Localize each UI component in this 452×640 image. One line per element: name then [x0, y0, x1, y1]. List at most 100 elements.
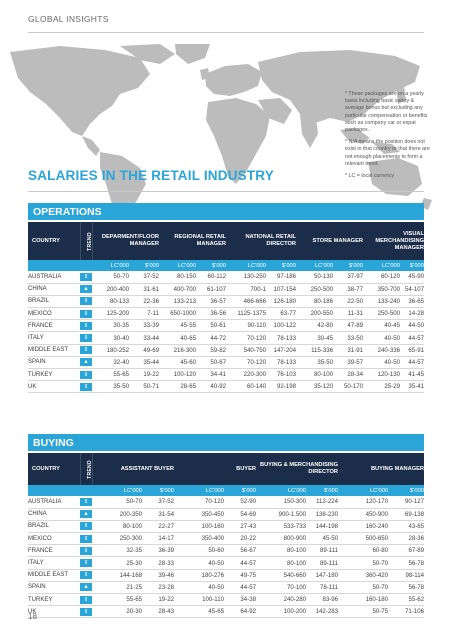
salary-cell: 50-70 — [338, 581, 389, 595]
salary-cell: 34-41 — [196, 368, 227, 382]
salary-cell: 150-300 — [256, 496, 307, 509]
salary-cell: 39-57 — [333, 356, 364, 370]
salary-cell: 63-77 — [266, 307, 297, 321]
salary-cell: 700-1 — [226, 283, 267, 296]
salary-cell: 19-22 — [129, 368, 159, 382]
salary-cell: 650-1000 — [159, 307, 196, 321]
trend-cell: ⇕ — [80, 605, 92, 619]
note-na: * N/A means the position does not exist … — [345, 139, 430, 167]
role-header-national-director: NATIONAL RETAIL DIRECTOR — [226, 222, 297, 260]
salary-cell: 240-336 — [363, 344, 401, 357]
salary-cell: 35-41 — [400, 380, 425, 394]
salary-cell: 80-100 — [256, 544, 307, 558]
table-row: MEXICO ⇕ 125-200 7-11 650-1000 36-56 1125-1375… — [28, 307, 425, 321]
operations-table: COUNTRY TREND DEPARMENT/FLOOR MANAGER RE… — [28, 222, 425, 394]
salary-cell: 250-500 — [363, 307, 401, 321]
table-row: ITALY ⇕ 25-30 28-33 40-50 44-57 80-100 89-111 50… — [28, 556, 425, 570]
salary-cell: 28-36 — [388, 532, 425, 546]
salary-cell: 35-44 — [129, 356, 159, 370]
role-header-store-manager: STORE MANAGER — [296, 222, 364, 260]
trend-cell: ⇕ — [80, 544, 92, 558]
unit-label: LC'000 — [363, 260, 401, 271]
table-row: TURKEY ⇕ 55-65 19-22 100-120 34-41 220-300 76-1… — [28, 368, 425, 382]
salary-cell: 250-500 — [296, 283, 334, 296]
salary-cell: 14-28 — [400, 307, 425, 321]
salary-cell: 89-111 — [306, 544, 339, 558]
table-row: CHINA ▲ 200-400 31-61 400-700 61-107 700-1 107-… — [28, 283, 425, 296]
salary-cell: 45-65 — [174, 605, 224, 619]
table-row: AUSTRALIA ⇕ 50-70 37-52 70-120 52-90 150-300 11… — [28, 496, 425, 509]
trend-up-icon: ▲ — [80, 285, 92, 294]
salary-cell: 33-39 — [129, 319, 159, 333]
salary-cell: 22-50 — [333, 295, 364, 309]
salary-cell: 180-276 — [174, 569, 224, 582]
salary-cell: 360-420 — [338, 569, 389, 582]
salary-cell: 100-160 — [174, 520, 224, 534]
salary-cell: 54-69 — [224, 508, 257, 521]
notes-panel: * These packages are on a yearly basis i… — [345, 91, 433, 185]
salary-cell: 107-154 — [266, 283, 297, 296]
unit-row: LC'000 $'000 LC'000 $'000 LC'000 $'000 LC'000 $… — [28, 485, 425, 496]
salary-cell: 450-900 — [338, 508, 389, 521]
salary-cell: 56-78 — [388, 581, 425, 595]
salary-cell: 80-150 — [159, 271, 196, 284]
salary-cell: 34-38 — [224, 593, 257, 607]
salary-cell: 160-240 — [338, 520, 389, 534]
salary-cell: 11-31 — [333, 307, 364, 321]
country-column-header: COUNTRY — [28, 453, 80, 485]
trend-cell: ⇕ — [80, 344, 92, 357]
salary-cell: 49-75 — [224, 569, 257, 582]
trend-flat-icon: ⇕ — [80, 522, 92, 531]
salary-cell: 350-700 — [363, 283, 401, 296]
unit-label: LC'000 — [174, 485, 224, 496]
salary-cell: 55-62 — [388, 593, 425, 607]
salary-cell: 220-300 — [226, 368, 267, 382]
salary-cell: 40-50 — [363, 356, 401, 370]
trend-flat-icon: ⇕ — [80, 321, 92, 330]
salary-cell: 28-65 — [159, 380, 196, 394]
salary-cell: 70-120 — [226, 356, 267, 370]
trend-cell: ⇕ — [80, 307, 92, 321]
salary-cell: 147-180 — [306, 569, 339, 582]
salary-cell: 100-200 — [256, 605, 307, 619]
salary-cell: 80-100 — [92, 520, 142, 534]
salary-cell: 144-168 — [92, 569, 142, 582]
country-cell: FRANCE — [28, 319, 80, 333]
salary-cell: 36-57 — [196, 295, 227, 309]
trend-flat-icon: ⇕ — [80, 497, 92, 506]
salary-cell: 60-140 — [226, 380, 267, 394]
salary-cell: 52-90 — [224, 496, 257, 509]
world-map-icon — [10, 44, 432, 219]
salary-cell: 54-107 — [400, 283, 425, 296]
table-row: SPAIN ▲ 21-25 23-28 40-50 44-57 70-100 78-111 50… — [28, 581, 425, 595]
unit-label: $'000 — [196, 260, 227, 271]
country-cell: AUSTRALIA — [28, 496, 80, 509]
salary-cell: 38-77 — [333, 283, 364, 296]
salary-cell: 36-65 — [400, 295, 425, 309]
salary-cell: 133-213 — [159, 295, 196, 309]
role-header-buyer: BUYER — [174, 453, 257, 485]
salary-cell: 350-400 — [174, 532, 224, 546]
salary-cell: 90-127 — [388, 496, 425, 509]
table-row: TURKEY ⇕ 55-65 19-22 100-110 34-38 240-280 83-9… — [28, 593, 425, 607]
salary-cell: 31-54 — [142, 508, 174, 521]
trend-flat-icon: ⇕ — [80, 607, 92, 616]
trend-flat-icon: ⇕ — [80, 534, 92, 543]
salary-cell: 92-198 — [266, 380, 297, 394]
country-cell: TURKEY — [28, 593, 80, 607]
salary-cell: 125-200 — [92, 307, 129, 321]
salary-cell: 100-120 — [159, 368, 196, 382]
salary-cell: 540-750 — [226, 344, 267, 357]
trend-up-icon: ▲ — [80, 510, 92, 519]
unit-label: LC'000 — [256, 485, 307, 496]
trend-cell: ⇕ — [80, 368, 92, 382]
salary-cell: 115-336 — [296, 344, 334, 357]
trend-cell: ⇕ — [80, 319, 92, 333]
salary-cell: 67-89 — [388, 544, 425, 558]
table-row: MEXICO ⇕ 250-300 14-17 350-400 20-22 800-900 45… — [28, 532, 425, 546]
salary-cell: 240-280 — [256, 593, 307, 607]
trend-flat-icon: ⇕ — [80, 309, 92, 318]
salary-cell: 50-70 — [92, 496, 142, 509]
salary-cell: 80-100 — [296, 368, 334, 382]
salary-cell: 40-65 — [159, 331, 196, 345]
